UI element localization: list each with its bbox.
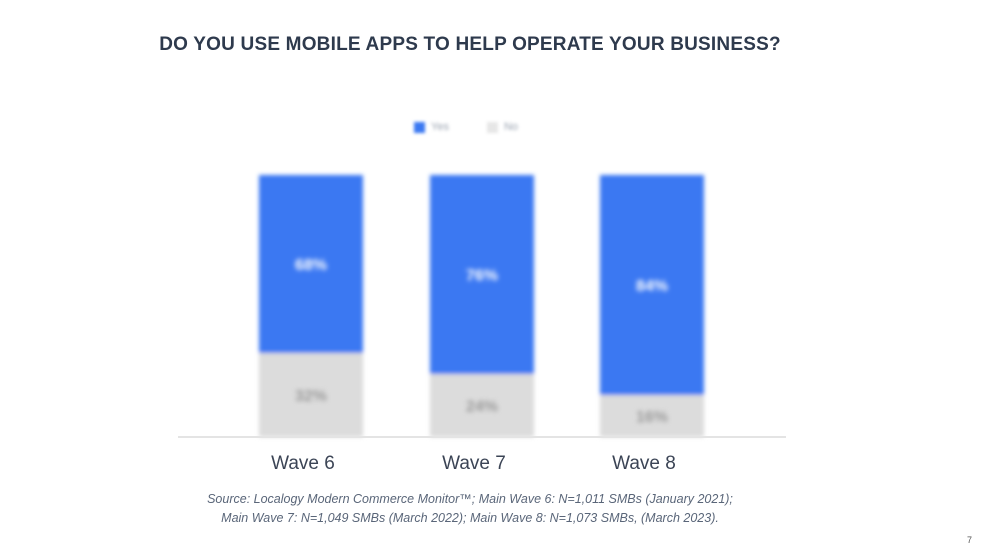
chart-title: DO YOU USE MOBILE APPS TO HELP OPERATE Y… <box>159 34 781 55</box>
bar-no-wave-7 <box>430 374 534 437</box>
value-label-yes-wave-6: 68% <box>295 257 327 274</box>
value-label-yes-wave-7: 76% <box>466 268 498 285</box>
bar-no-wave-6 <box>259 353 363 437</box>
bar-yes-wave-7 <box>430 175 534 375</box>
x-tick-label-wave-8: Wave 8 <box>612 453 676 474</box>
bar-yes-wave-8 <box>600 175 704 396</box>
value-label-no-wave-6: 32% <box>295 388 327 405</box>
legend-swatch-no <box>486 121 498 133</box>
chart-legend: Yes No <box>414 121 518 133</box>
legend-swatch-yes <box>414 121 425 133</box>
legend-label-no: No <box>503 121 519 133</box>
value-label-no-wave-8: 16% <box>636 409 668 426</box>
bar-no-wave-8 <box>600 395 704 437</box>
page-number: 7 <box>966 535 972 545</box>
source-line-2: Main Wave 7: N=1,049 SMBs (March 2022); … <box>221 511 719 525</box>
value-label-yes-wave-8: 84% <box>636 278 668 295</box>
x-tick-label-wave-7: Wave 7 <box>442 453 506 474</box>
source-line-1: Source: Localogy Modern Commerce Monitor… <box>207 492 733 506</box>
x-tick-label-wave-6: Wave 6 <box>271 453 335 474</box>
value-label-no-wave-7: 24% <box>466 399 498 416</box>
bar-yes-wave-6 <box>259 175 363 354</box>
legend-item-no: No <box>486 121 519 133</box>
legend-item-yes: Yes <box>414 121 449 133</box>
legend-label-yes: Yes <box>431 121 449 133</box>
source-note: Source: Localogy Modern Commerce Monitor… <box>0 490 940 528</box>
